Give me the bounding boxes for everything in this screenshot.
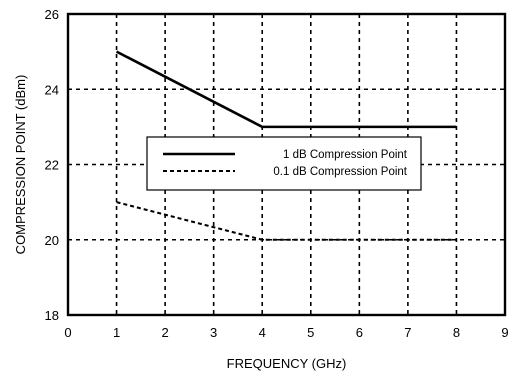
x-tick-label: 0 (64, 325, 71, 340)
y-tick-label: 18 (45, 308, 59, 323)
plot-frame (66, 12, 507, 317)
legend-label-2: 0.1 dB Compression Point (273, 166, 407, 178)
series-line-2 (116, 201, 457, 241)
y-tick-label: 22 (45, 158, 59, 173)
x-tick-label: 8 (453, 325, 460, 340)
legend: 1 dB Compression Point 0.1 dB Compression… (146, 136, 422, 191)
x-tick-label: 2 (161, 325, 168, 340)
x-tick-label: 3 (210, 325, 217, 340)
y-tick-label: 24 (45, 82, 59, 97)
x-axis-title: FREQUENCY (GHz) (227, 356, 347, 371)
y-tick-label: 20 (45, 233, 59, 248)
y-axis-title: COMPRESSION POINT (dBm) (13, 75, 28, 255)
tick-labels: 0 1 2 3 4 5 6 7 8 9 18 20 22 24 26 (45, 7, 509, 340)
x-tick-label: 9 (501, 325, 508, 340)
legend-label-1: 1 dB Compression Point (283, 149, 408, 161)
x-tick-label: 1 (113, 325, 120, 340)
x-tick-label: 6 (356, 325, 363, 340)
series-line-1 (115, 50, 457, 129)
x-tick-label: 7 (404, 325, 411, 340)
x-tick-label: 4 (259, 325, 266, 340)
legend-box (146, 136, 422, 191)
x-tick-label: 5 (307, 325, 314, 340)
series-lines (115, 50, 457, 241)
y-tick-label: 26 (45, 7, 59, 22)
